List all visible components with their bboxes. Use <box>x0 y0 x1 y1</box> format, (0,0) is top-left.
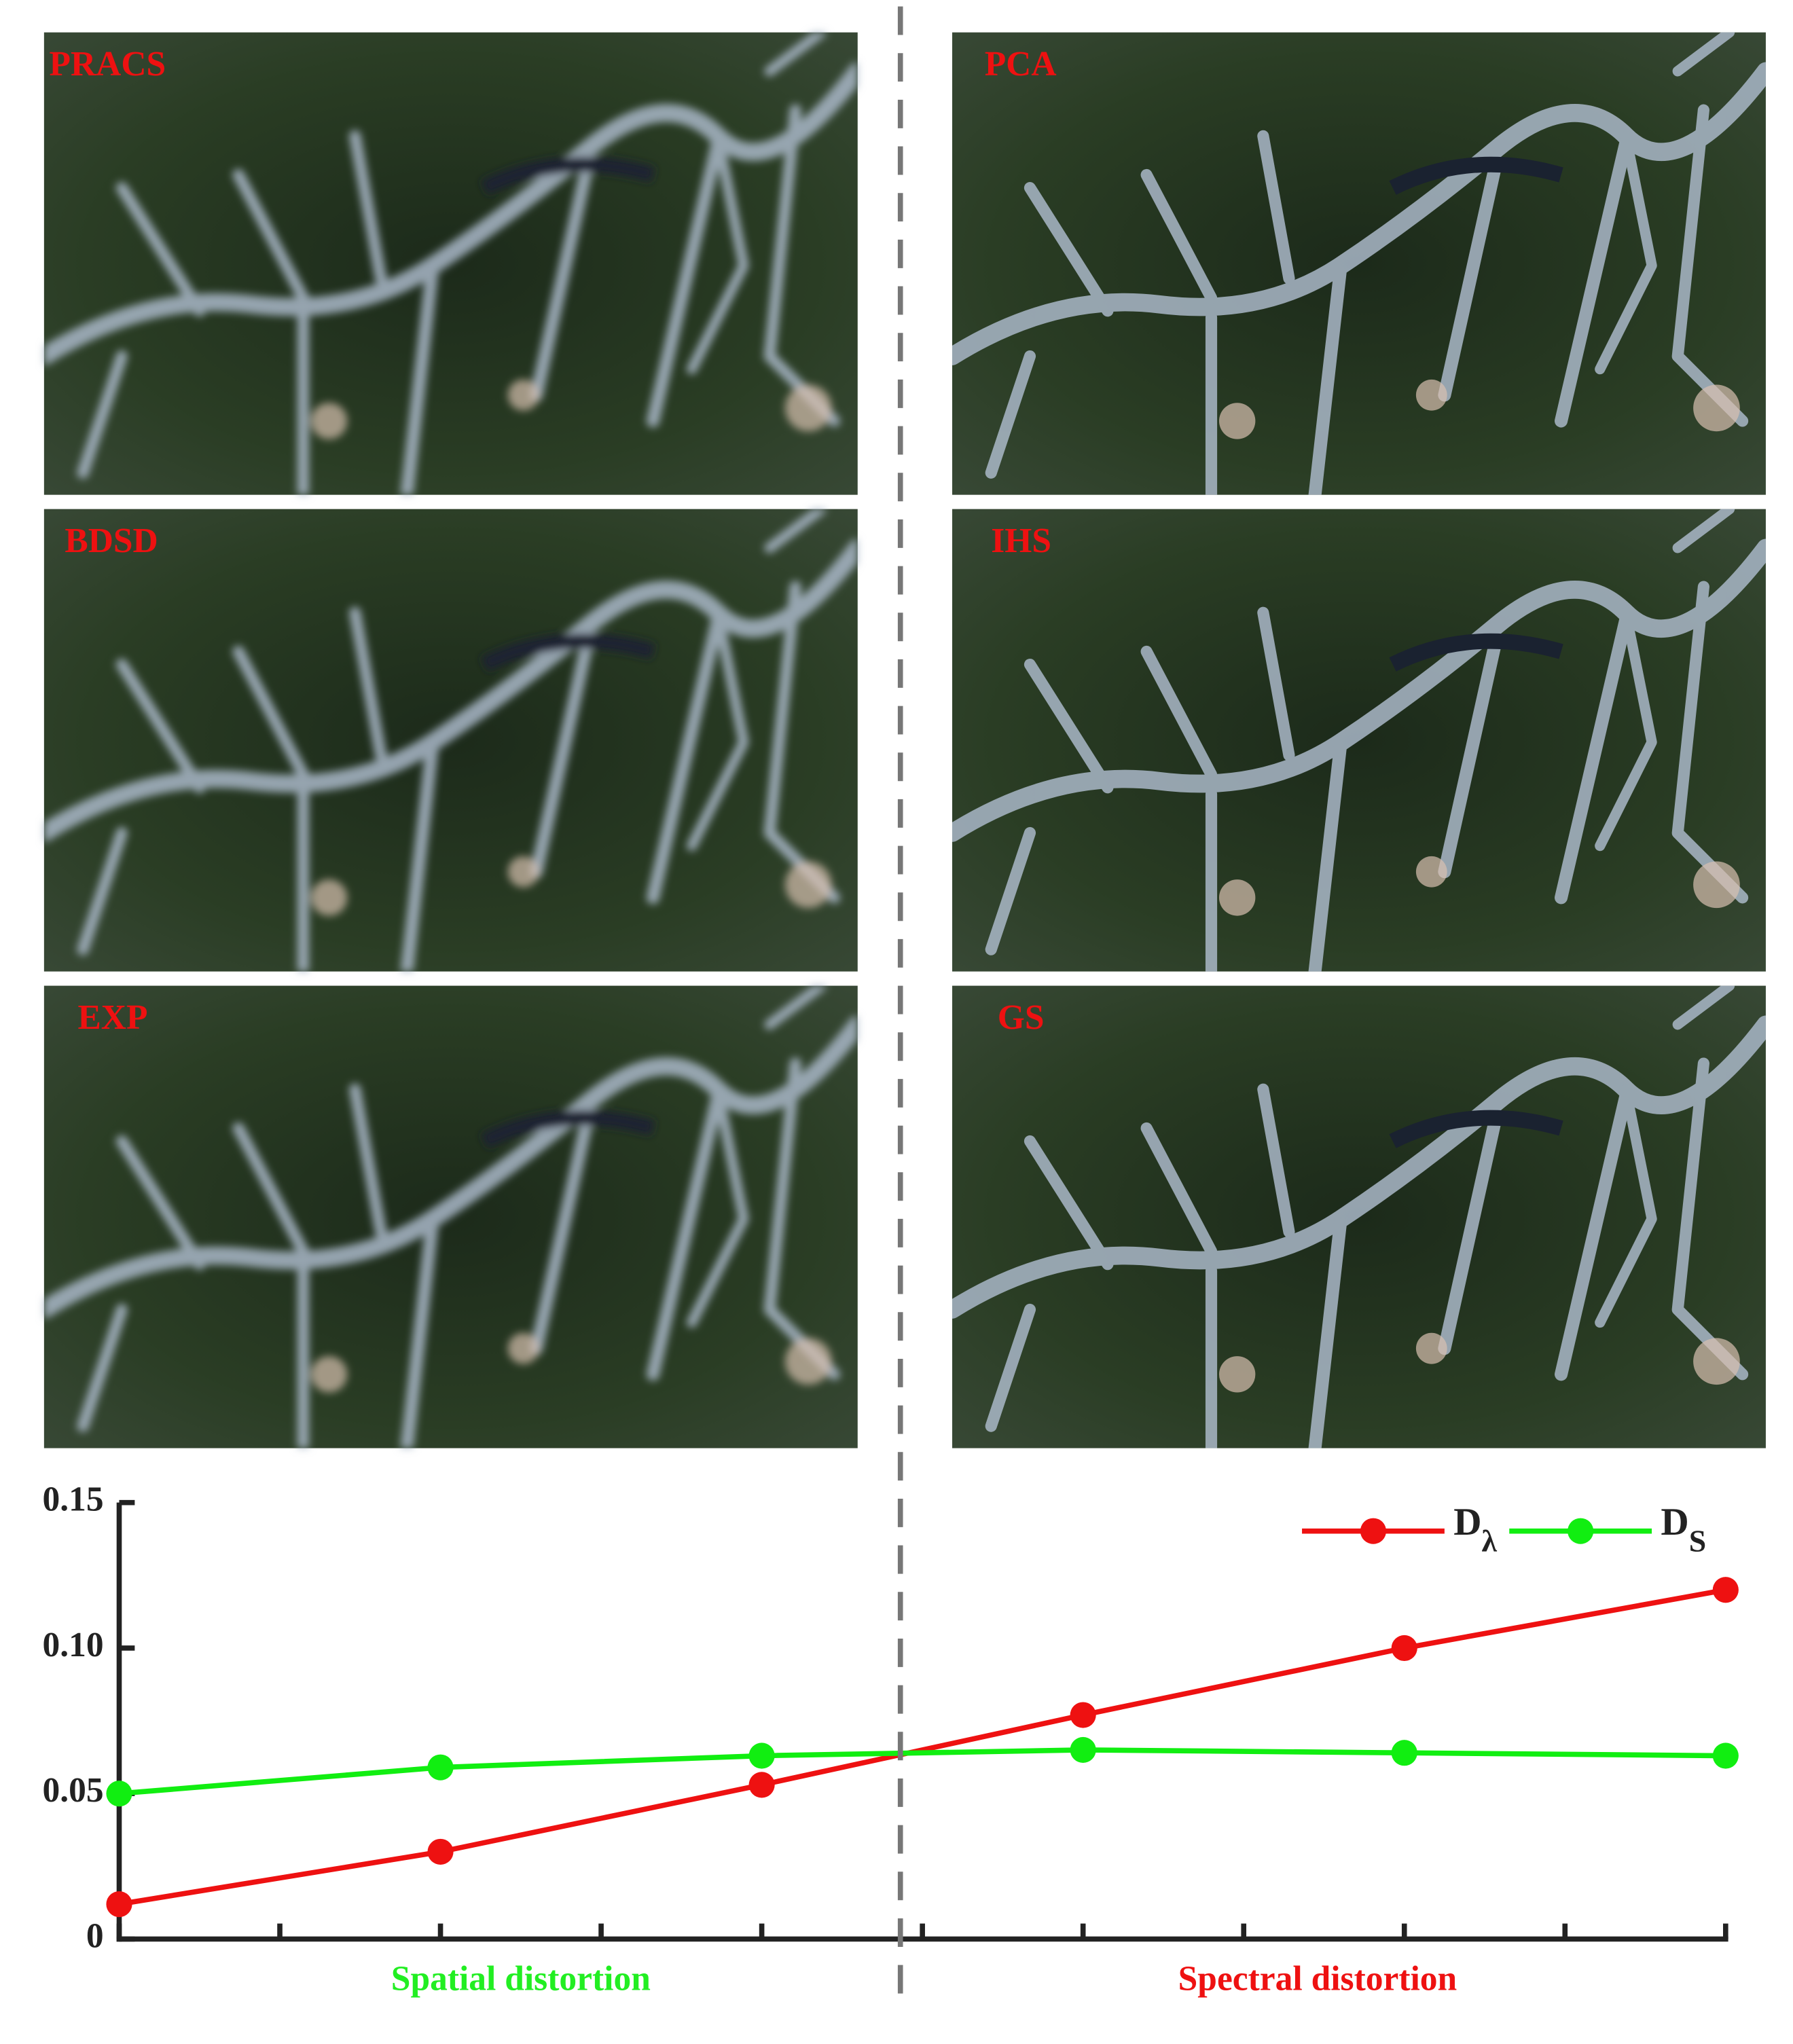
point <box>1070 1702 1096 1728</box>
point <box>106 1781 132 1807</box>
image-panel: BDSD <box>44 509 858 972</box>
image-label: BDSD <box>65 522 158 560</box>
legend-label: DS <box>1661 1501 1706 1558</box>
image-panel: IHS <box>952 509 1766 972</box>
image-panel: GS <box>952 985 1766 1448</box>
point <box>1391 1635 1417 1662</box>
y-tick-label: 0.10 <box>42 1626 103 1664</box>
point <box>1391 1740 1417 1766</box>
image-label: PRACS <box>49 45 166 84</box>
image-panel: PCA <box>952 33 1766 495</box>
image-panel: EXP <box>44 985 858 1448</box>
point <box>427 1754 454 1781</box>
series-line <box>118 1587 1726 1907</box>
legend-label: Dλ <box>1453 1501 1497 1558</box>
image-label: IHS <box>991 522 1051 560</box>
series-line <box>119 1747 1726 1797</box>
image-label: GS <box>998 998 1045 1037</box>
image-grid: PRACS PCA BDSD IHS EXP GS <box>44 33 1766 1448</box>
point <box>106 1891 132 1918</box>
chart: 0 0.05 0.10 0.15 Dλ DS Spatial distortion Spect… <box>42 1480 1739 1998</box>
point <box>1712 1742 1739 1769</box>
point <box>427 1838 454 1865</box>
y-tick-label: 0.05 <box>42 1771 103 1810</box>
legend-marker <box>1360 1518 1387 1544</box>
image-panel: PRACS <box>44 33 858 495</box>
legend-marker <box>1568 1518 1594 1544</box>
point <box>748 1742 775 1769</box>
annotation: Spectral distortion <box>1178 1959 1457 1998</box>
y-tick-label: 0.15 <box>42 1480 103 1518</box>
y-tick-label: 0 <box>86 1916 104 1955</box>
point <box>748 1772 775 1798</box>
point <box>1070 1736 1096 1764</box>
image-label: EXP <box>77 998 147 1037</box>
image-label: PCA <box>985 45 1057 84</box>
annotation: Spatial distortion <box>391 1959 651 1998</box>
point <box>1712 1577 1739 1603</box>
